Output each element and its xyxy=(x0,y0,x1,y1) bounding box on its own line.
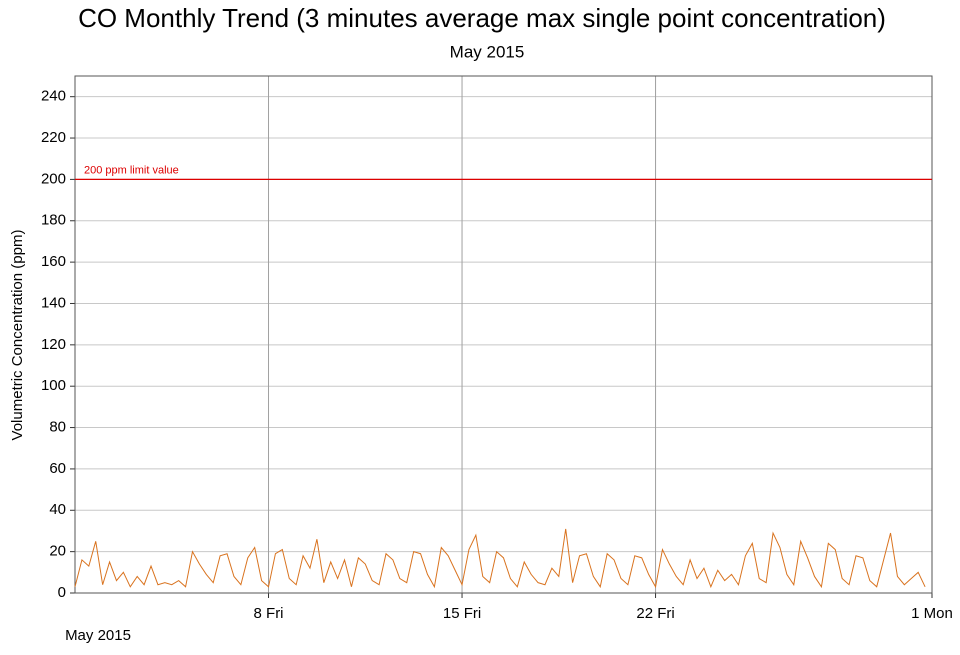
y-tick-label: 220 xyxy=(41,129,66,146)
y-tick-label: 0 xyxy=(58,584,66,601)
y-tick-label: 160 xyxy=(41,253,66,270)
y-tick-label: 80 xyxy=(49,419,66,436)
y-tick-label: 40 xyxy=(49,501,66,518)
reference-label: 200 ppm limit value xyxy=(84,164,179,176)
y-tick-label: 240 xyxy=(41,88,66,105)
plot-area xyxy=(75,76,932,593)
x-tick-label: 8 Fri xyxy=(254,605,284,622)
x-tick-label: 15 Fri xyxy=(443,605,481,622)
x-tick-label: 22 Fri xyxy=(636,605,674,622)
y-tick-label: 200 xyxy=(41,170,66,187)
y-tick-label: 180 xyxy=(41,212,66,229)
y-axis-label: Volumetric Concentration (ppm) xyxy=(9,230,26,441)
data-line xyxy=(74,528,926,589)
y-tick-label: 100 xyxy=(41,377,66,394)
chart-subtitle: May 2015 xyxy=(450,42,525,61)
y-tick-label: 60 xyxy=(49,460,66,477)
plot-border xyxy=(74,75,933,594)
x-tick-label: 1 Mon xyxy=(911,605,953,622)
y-tick-label: 120 xyxy=(41,336,66,353)
chart-title: CO Monthly Trend (3 minutes average max … xyxy=(78,3,886,33)
y-tick-label: 20 xyxy=(49,543,66,560)
x-axis-label: May 2015 xyxy=(65,627,131,644)
y-tick-label: 140 xyxy=(41,294,66,311)
